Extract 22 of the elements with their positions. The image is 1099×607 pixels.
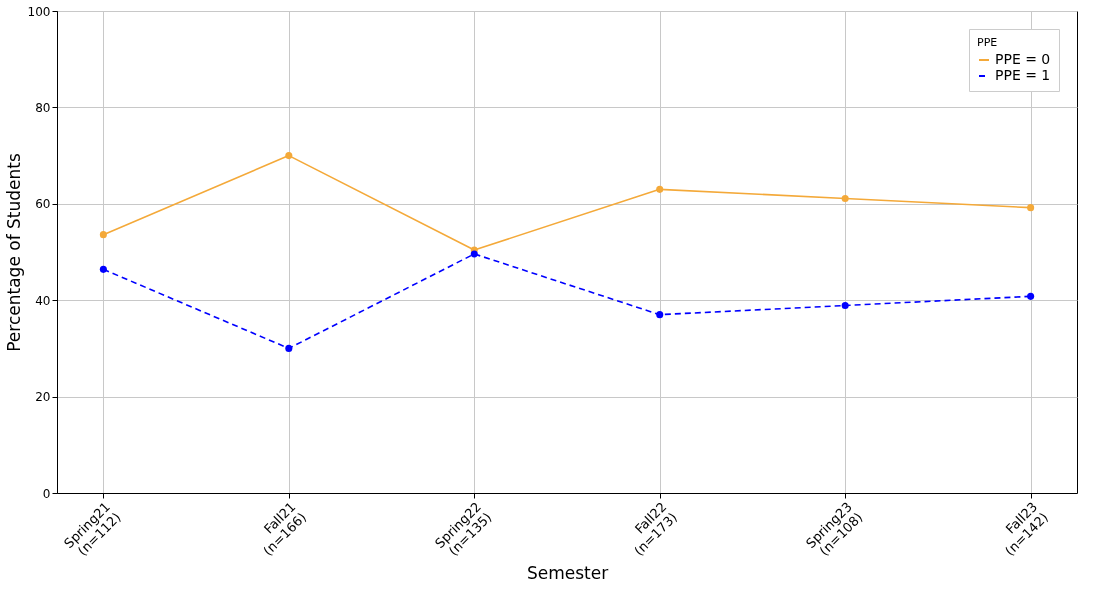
point	[470, 250, 478, 258]
point	[99, 231, 107, 239]
y-tick-label: 100	[27, 4, 51, 19]
y-tick-label: 80	[35, 100, 51, 115]
legend-title: PPE	[977, 36, 998, 49]
point	[841, 194, 849, 203]
legend-label: PPE = 1	[995, 67, 1051, 83]
x-axis-title: Semester	[526, 562, 609, 583]
point	[285, 344, 293, 352]
point	[656, 185, 664, 193]
point	[1027, 292, 1035, 300]
point	[99, 265, 107, 273]
y-axis-title: Percentage of Students	[3, 153, 24, 352]
legend-label: PPE = 0	[995, 51, 1051, 67]
y-tick-label: 60	[35, 197, 51, 212]
point	[1027, 204, 1035, 212]
y-tick-label: 20	[35, 390, 51, 405]
point	[656, 311, 664, 319]
y-tick-label: 0	[42, 486, 51, 501]
y-tick-label: 40	[35, 293, 51, 308]
point	[841, 301, 849, 310]
point	[285, 152, 293, 160]
